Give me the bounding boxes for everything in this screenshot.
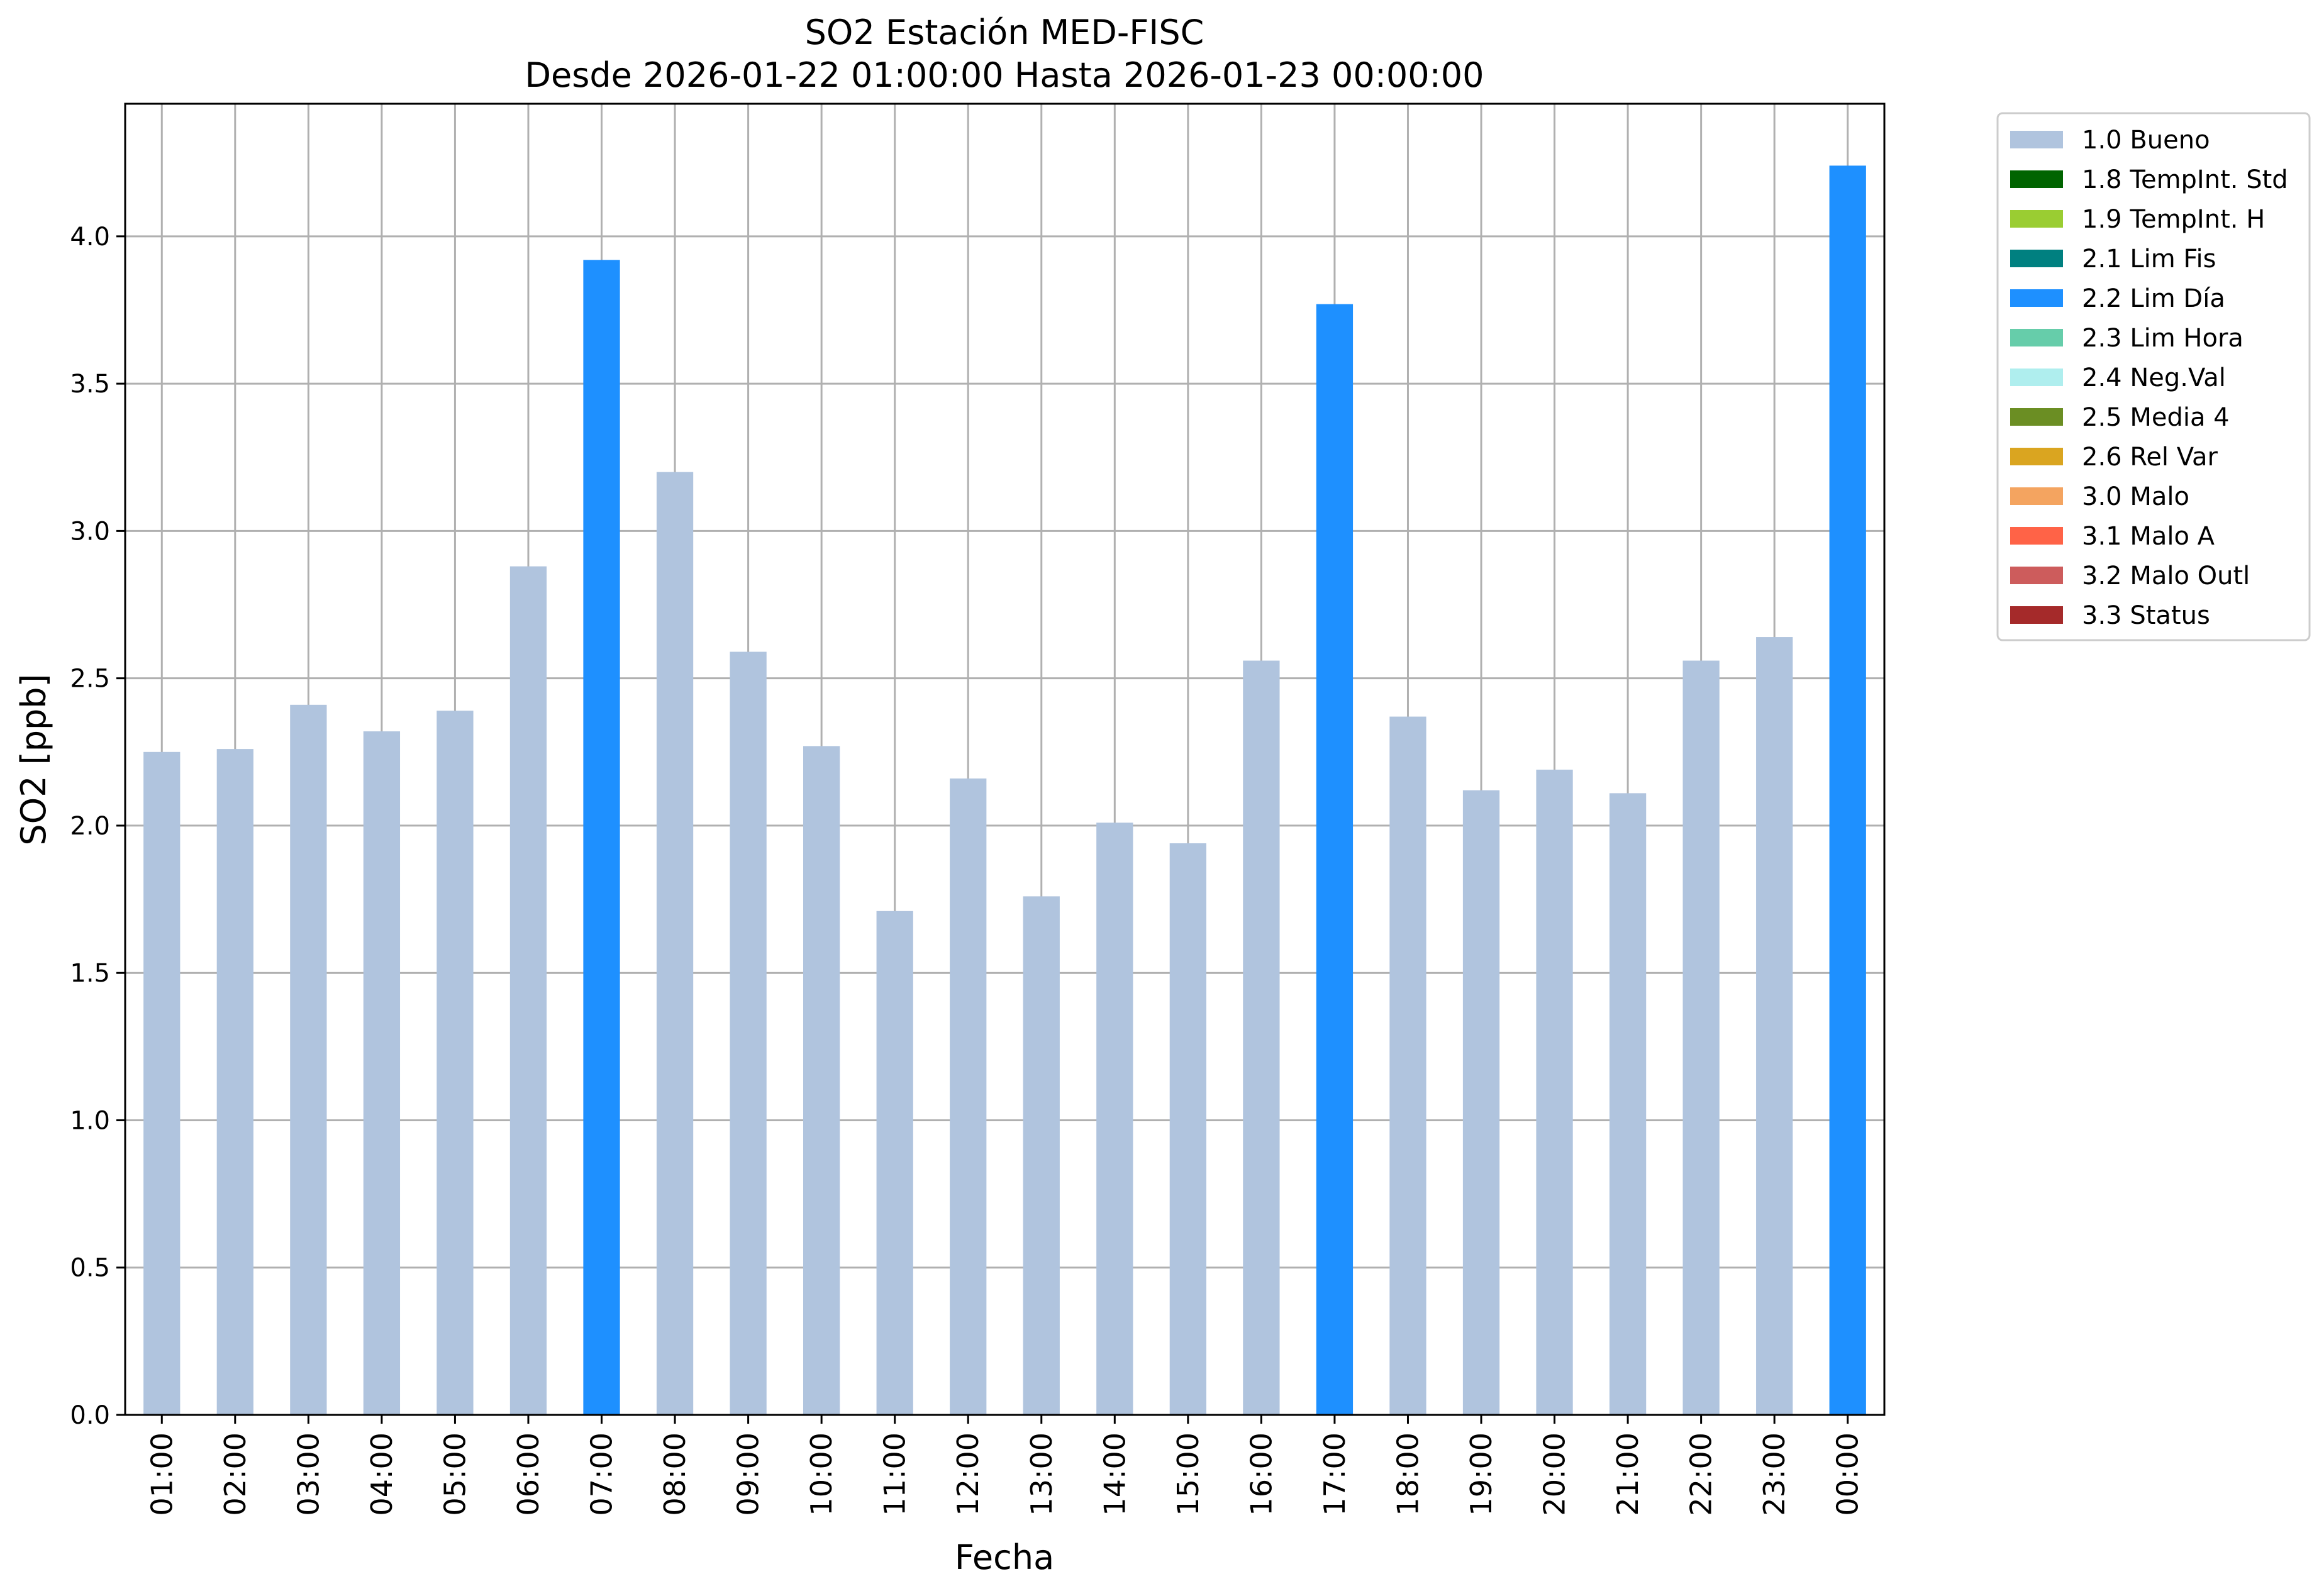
bar <box>436 711 474 1415</box>
x-tick-label: 09:00 <box>731 1433 765 1516</box>
bar <box>950 778 987 1415</box>
y-tick-label: 3.5 <box>70 370 110 399</box>
legend-label: 1.0 Bueno <box>2082 126 2210 155</box>
legend-swatch <box>2010 250 2063 267</box>
plot-frame <box>124 103 1886 1416</box>
x-tick-label: 22:00 <box>1684 1433 1718 1516</box>
bar <box>730 651 767 1415</box>
bar <box>216 749 253 1415</box>
y-tick-label: 0.0 <box>70 1401 110 1430</box>
legend-label: 2.1 Lim Fis <box>2082 245 2216 274</box>
x-axis-label: Fecha <box>955 1538 1054 1577</box>
bar <box>1536 769 1573 1415</box>
y-tick-label: 3.0 <box>70 517 110 546</box>
x-tick-label: 16:00 <box>1244 1433 1278 1516</box>
bar <box>1682 660 1720 1415</box>
y-tick-label: 2.0 <box>70 812 110 841</box>
legend-label: 1.8 TempInt. Std <box>2082 165 2288 194</box>
y-tick-label: 4.0 <box>70 223 110 252</box>
legend-swatch <box>2010 131 2063 148</box>
legend-label: 2.4 Neg.Val <box>2082 363 2226 392</box>
bar <box>1316 304 1354 1416</box>
bar <box>656 472 694 1416</box>
x-tick-label: 17:00 <box>1318 1433 1352 1516</box>
x-tick-label: 23:00 <box>1757 1433 1791 1516</box>
bar <box>1462 790 1500 1415</box>
bar <box>1756 637 1793 1415</box>
bar <box>1023 896 1060 1415</box>
bar <box>876 911 913 1415</box>
legend-label: 3.1 Malo A <box>2082 522 2215 551</box>
legend-label: 2.6 Rel Var <box>2082 443 2218 472</box>
legend-label: 3.3 Status <box>2082 601 2210 630</box>
bar <box>583 260 620 1416</box>
x-tick-label: 10:00 <box>804 1433 838 1516</box>
x-tick-label: 07:00 <box>585 1433 619 1516</box>
bar <box>1243 660 1280 1415</box>
y-tick-label: 2.5 <box>70 665 110 694</box>
x-tick-label: 13:00 <box>1025 1433 1059 1516</box>
bar <box>143 751 181 1415</box>
x-tick-label: 03:00 <box>291 1433 325 1516</box>
bar <box>509 566 547 1416</box>
x-tick-label: 11:00 <box>878 1433 912 1516</box>
x-tick-label: 19:00 <box>1464 1433 1498 1516</box>
legend-swatch <box>2010 329 2063 346</box>
legend-swatch <box>2010 567 2063 584</box>
x-tick-label: 18:00 <box>1391 1433 1425 1516</box>
legend-swatch <box>2010 369 2063 386</box>
legend-swatch <box>2010 606 2063 624</box>
x-axis-ticks: 01:00 02:00 03:00 04:00 05:00 06:00 07:00 08:00… <box>145 1415 1865 1516</box>
y-axis-label: SO2 [ppb] <box>14 673 53 845</box>
x-tick-label: 02:00 <box>218 1433 252 1516</box>
x-tick-label: 08:00 <box>658 1433 692 1516</box>
x-tick-label: 12:00 <box>951 1433 985 1516</box>
bar <box>1169 843 1206 1415</box>
legend-label: 3.2 Malo Outl <box>2082 562 2250 590</box>
legend-box <box>1996 112 2311 641</box>
x-tick-label: 01:00 <box>145 1433 179 1516</box>
legend-items: 1.0 Bueno 1.8 TempInt. Std 1.9 TempInt. H 2… <box>2010 126 2288 630</box>
legend-swatch <box>2010 527 2063 545</box>
legend-swatch <box>2010 170 2063 188</box>
legend-label: 1.9 TempInt. H <box>2082 205 2265 234</box>
x-tick-label: 20:00 <box>1538 1433 1572 1516</box>
chart-title: SO2 Estación MED-FISC <box>805 13 1204 52</box>
x-tick-label: 00:00 <box>1831 1433 1865 1516</box>
x-tick-label: 14:00 <box>1098 1433 1131 1516</box>
x-tick-label: 21:00 <box>1611 1433 1645 1516</box>
legend-label: 3.0 Malo <box>2082 482 2189 511</box>
y-tick-label: 1.5 <box>70 959 110 988</box>
legend: 1.0 Bueno 1.8 TempInt. Std 1.9 TempInt. H 2… <box>1996 112 2311 641</box>
bars <box>143 165 1866 1416</box>
bar <box>1096 823 1133 1415</box>
bar <box>290 704 327 1415</box>
legend-label: 2.2 Lim Día <box>2082 284 2225 313</box>
legend-swatch <box>2010 210 2063 228</box>
bar <box>1609 793 1647 1415</box>
y-tick-label: 1.0 <box>70 1106 110 1135</box>
x-tick-label: 04:00 <box>365 1433 399 1516</box>
x-tick-label: 15:00 <box>1171 1433 1205 1516</box>
legend-swatch <box>2010 487 2063 505</box>
legend-swatch <box>2010 408 2063 426</box>
legend-label: 2.5 Media 4 <box>2082 403 2230 432</box>
y-tick-label: 0.5 <box>70 1254 110 1283</box>
bar <box>363 731 401 1415</box>
bar <box>803 746 840 1415</box>
bar <box>1389 716 1426 1415</box>
legend-swatch <box>2010 289 2063 307</box>
bar <box>1829 165 1866 1415</box>
legend-label: 2.3 Lim Hora <box>2082 324 2243 353</box>
legend-swatch <box>2010 448 2063 465</box>
chart-subtitle: Desde 2026-01-22 01:00:00 Hasta 2026-01-… <box>525 55 1484 95</box>
y-axis-ticks: 0.0 0.5 1.0 1.5 2.0 2.5 3.0 3.5 4.0 <box>70 223 125 1430</box>
x-tick-label: 05:00 <box>438 1433 472 1516</box>
x-tick-label: 06:00 <box>511 1433 545 1516</box>
